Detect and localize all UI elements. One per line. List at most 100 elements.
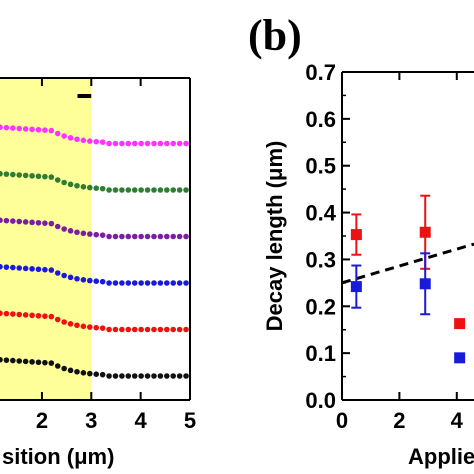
y-axis-label: Decay length (μm) (262, 141, 287, 332)
profile-point (54, 363, 61, 369)
profile-point (99, 232, 106, 238)
profile-point (164, 326, 170, 333)
profile-point (164, 140, 170, 147)
profile-point (125, 326, 132, 333)
profile-point (3, 357, 10, 363)
profile-point (16, 358, 23, 364)
profile-point (0, 217, 3, 224)
profile-point (74, 229, 80, 236)
profile-point (138, 326, 144, 333)
profile-point (131, 187, 138, 193)
y-tick-label: 0.1 (305, 341, 336, 366)
profile-point (176, 187, 183, 193)
profile-point (61, 133, 67, 139)
profile-point (42, 127, 48, 133)
profile-point (99, 185, 106, 192)
profile-point (176, 326, 183, 333)
profile-point (54, 316, 61, 323)
profile-point (10, 264, 16, 271)
profile-point (35, 126, 42, 133)
profile-point (99, 139, 106, 145)
profile-point (35, 266, 42, 273)
profile-point (151, 233, 157, 240)
profile-point (106, 280, 112, 286)
profile-point (157, 233, 164, 240)
profile-point (131, 280, 138, 286)
profile-point (151, 326, 157, 333)
x-tick-label: 3 (85, 408, 97, 433)
profile-point (170, 373, 177, 379)
profile-point (16, 125, 23, 132)
profile-point (183, 373, 189, 379)
profile-point (48, 313, 55, 320)
profile-point (125, 280, 132, 286)
profile-point (35, 173, 42, 180)
profile-point (138, 373, 144, 379)
x-tick-label: 0 (336, 408, 348, 433)
left-panel-position-profiles: 2 3 4 5 sition (μm) (0, 77, 196, 469)
y-tick-label: 0.4 (305, 201, 336, 226)
profile-point (125, 373, 132, 379)
data-point (350, 229, 362, 241)
profile-point (176, 280, 183, 286)
profile-point (61, 179, 67, 186)
profile-point (80, 370, 87, 376)
profile-point (61, 272, 67, 279)
profile-point (170, 187, 177, 193)
profile-point (16, 265, 23, 271)
profile-point (42, 266, 48, 273)
profile-point (87, 138, 93, 144)
profile-point (112, 326, 119, 333)
profile-point (170, 326, 177, 333)
profile-point (164, 280, 170, 286)
profile-point (99, 371, 106, 378)
profile-point (119, 140, 125, 147)
profile-point (74, 275, 80, 282)
profile-point (119, 233, 125, 240)
x-tick-label: 2 (393, 408, 405, 433)
profile-point (80, 230, 87, 237)
profile-point (106, 373, 112, 379)
profile-point (93, 231, 100, 238)
profile-point (67, 321, 74, 327)
profile-point (87, 231, 93, 237)
profile-point (93, 324, 100, 331)
profile-point (170, 140, 177, 147)
profile-point (157, 280, 164, 286)
profile-point (48, 220, 55, 227)
profile-point (131, 140, 138, 147)
profile-point (119, 280, 125, 286)
profile-point (74, 182, 80, 189)
profile-point (164, 187, 170, 193)
x-tick-label: 2 (36, 408, 48, 433)
profile-point (67, 274, 74, 281)
profile-point (3, 124, 10, 131)
trend-line (341, 242, 474, 285)
profile-point (87, 324, 93, 330)
profile-point (74, 136, 80, 143)
profile-point (144, 233, 151, 240)
profile-point (29, 173, 35, 179)
profile-point (16, 311, 23, 318)
profile-point (10, 125, 16, 131)
profile-point (144, 280, 151, 286)
profile-point (144, 326, 151, 333)
profile-point (183, 326, 189, 333)
profile-point (61, 226, 67, 232)
profile-point (54, 177, 61, 183)
profile-point (0, 263, 3, 270)
profile-point (183, 233, 189, 240)
profile-point (112, 187, 119, 193)
profile-point (35, 219, 42, 226)
profile-point (22, 126, 29, 132)
profile-point (106, 140, 112, 147)
profile-point (54, 130, 61, 137)
profile-point (151, 187, 157, 193)
profile-point (42, 173, 48, 180)
profile-point (106, 326, 112, 333)
profile-point (157, 373, 164, 379)
profile-point (157, 187, 164, 193)
profile-point (29, 312, 35, 319)
x-tick-label: 4 (135, 408, 148, 433)
profile-point (138, 280, 144, 286)
